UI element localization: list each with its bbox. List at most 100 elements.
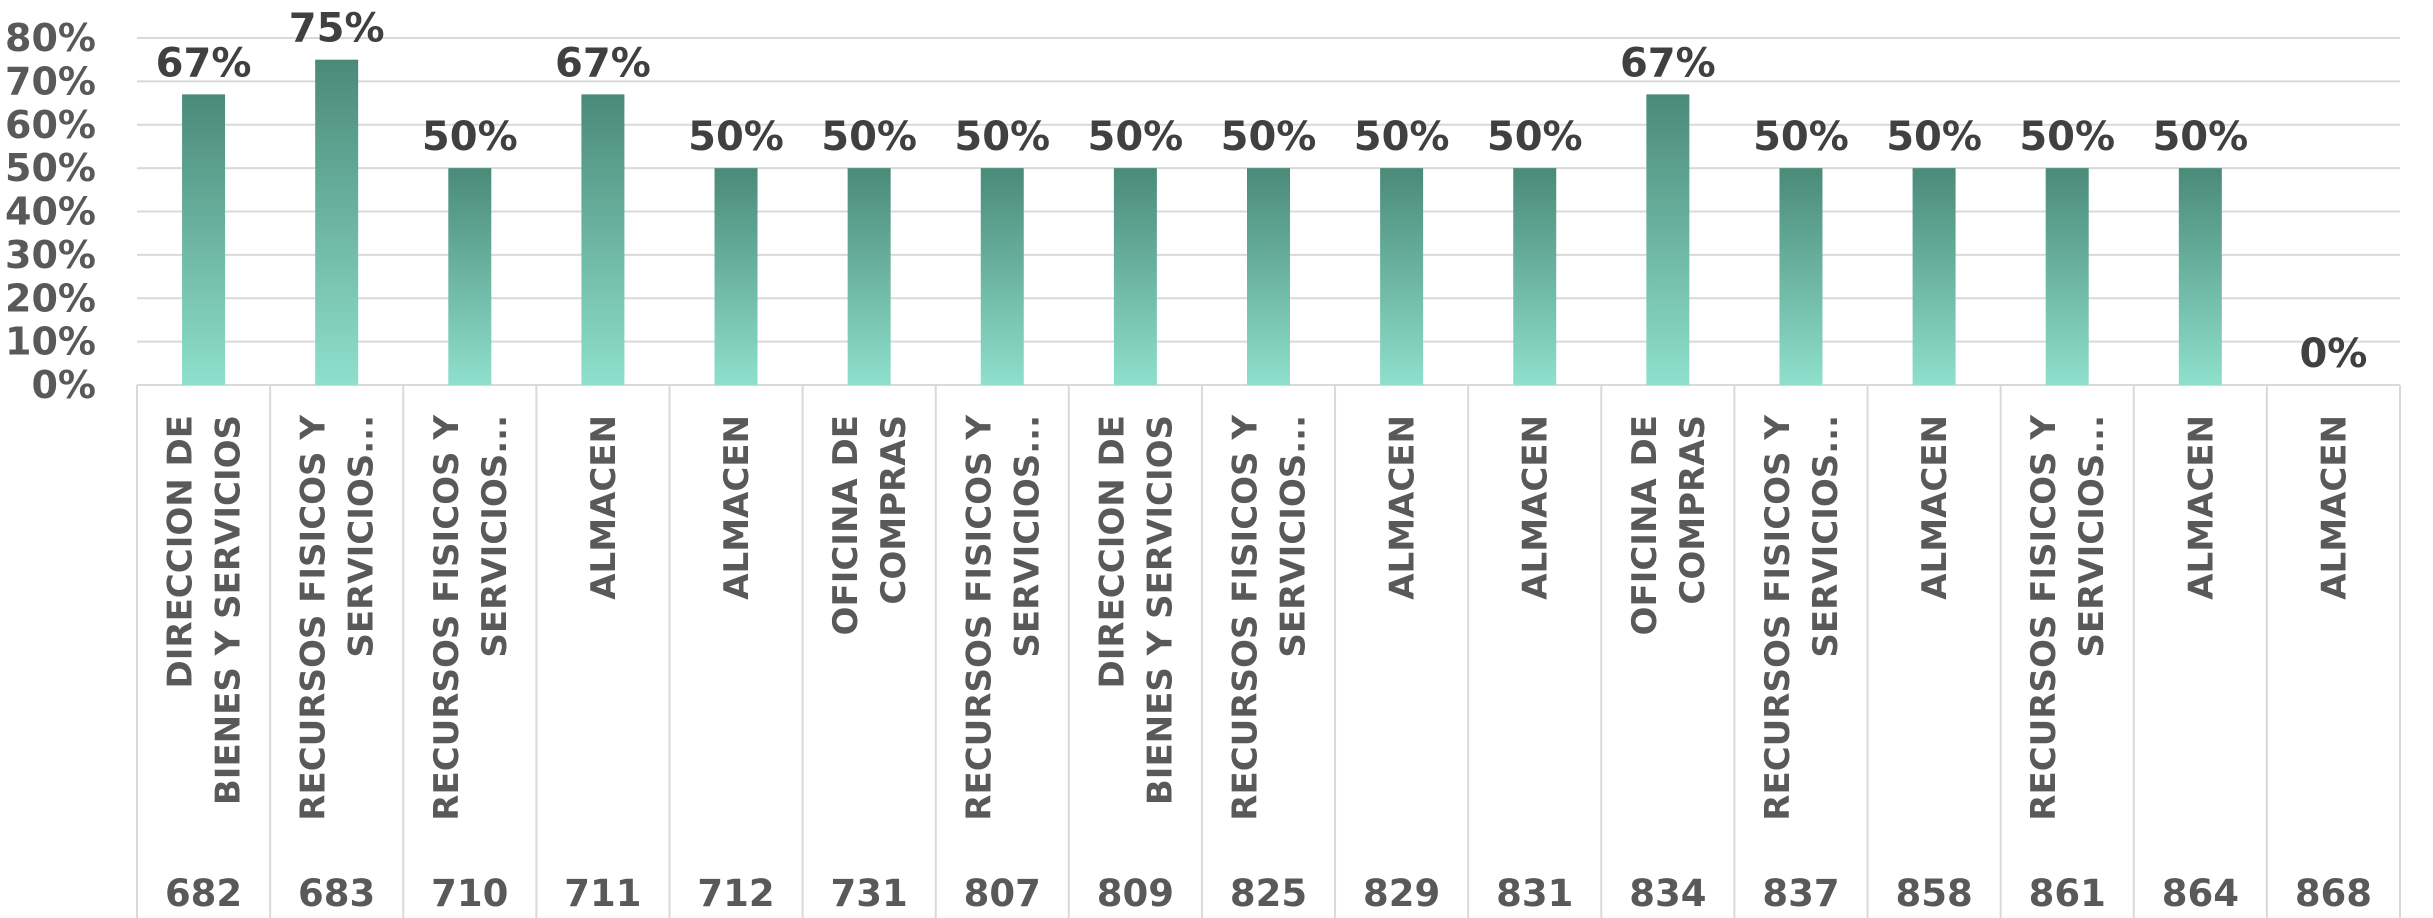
y-tick-label: 70% <box>5 59 96 103</box>
category-code: 712 <box>697 872 774 915</box>
category-name-line: SERVICIOS... <box>1806 415 1846 658</box>
category-name: ALMACEN <box>1915 415 1955 600</box>
y-axis-ticks: 0%10%20%30%40%50%60%70%80% <box>5 16 96 407</box>
category-name-line: OFICINA DE <box>826 415 866 635</box>
category-name-line: RECURSOS FISICOS Y <box>2024 415 2064 821</box>
category-axis: DIRECCION DE BIENES Y SERVICIOS682RECURSO… <box>136 385 2401 918</box>
category-name: RECURSOS FISICOS Y SERVICIOS... <box>2024 415 2112 821</box>
bar <box>1113 168 1157 385</box>
bar <box>847 168 891 385</box>
category-name: OFICINA DE COMPRAS <box>826 415 914 635</box>
y-tick-label: 0% <box>31 363 96 407</box>
category-code: 825 <box>1230 872 1307 915</box>
category-code: 831 <box>1496 872 1573 915</box>
category-name: ALMACEN <box>1516 415 1556 600</box>
y-tick-label: 20% <box>5 276 96 320</box>
bar <box>448 168 492 385</box>
category-code: 858 <box>1895 872 1972 915</box>
y-tick-label: 40% <box>5 190 96 234</box>
data-label: 50% <box>2019 114 2115 160</box>
data-label: 50% <box>1088 114 1184 160</box>
data-label: 50% <box>422 114 518 160</box>
bar <box>182 94 226 385</box>
category-name-line: BIENES Y SERVICIOS <box>209 415 249 805</box>
category-code: 683 <box>298 872 375 915</box>
data-label: 75% <box>289 6 385 52</box>
data-label: 50% <box>1221 114 1317 160</box>
bar <box>1247 168 1290 385</box>
category-name-line: ALMACEN <box>717 415 757 600</box>
category-name: RECURSOS FISICOS Y SERVICIOS... <box>427 415 515 821</box>
bar <box>1646 94 1690 385</box>
y-tick-label: 10% <box>5 320 96 364</box>
data-label: 50% <box>1753 114 1849 160</box>
category-code: 861 <box>2029 872 2106 915</box>
data-label: 50% <box>688 114 784 160</box>
category-code: 807 <box>964 872 1041 915</box>
category-name: RECURSOS FISICOS Y SERVICIOS... <box>294 415 382 821</box>
category-name-line: ALMACEN <box>1383 415 1423 600</box>
category-name: ALMACEN <box>2314 415 2354 600</box>
bar <box>714 168 758 385</box>
category-name: RECURSOS FISICOS Y SERVICIOS... <box>1758 415 1846 821</box>
bar <box>2045 168 2089 385</box>
category-name-line: SERVICIOS... <box>1274 415 1314 658</box>
category-name-line: SERVICIOS... <box>342 415 382 658</box>
bars <box>182 59 2222 385</box>
category-name-line: RECURSOS FISICOS Y <box>1758 415 1798 821</box>
y-tick-label: 60% <box>5 103 96 147</box>
category-code: 710 <box>431 872 508 915</box>
category-name-line: RECURSOS FISICOS Y <box>1226 415 1266 821</box>
data-label: 67% <box>156 40 252 86</box>
category-name-line: RECURSOS FISICOS Y <box>427 415 467 821</box>
bar <box>980 168 1024 385</box>
category-name: OFICINA DE COMPRAS <box>1625 415 1713 635</box>
bar <box>1779 168 1823 385</box>
category-name-line: COMPRAS <box>1673 415 1713 605</box>
category-name: ALMACEN <box>717 415 757 600</box>
category-name-line: ALMACEN <box>1915 415 1955 600</box>
category-name-line: SERVICIOS... <box>475 415 515 658</box>
data-label: 50% <box>1886 114 1982 160</box>
category-code: 731 <box>831 872 908 915</box>
category-code: 868 <box>2295 872 2372 915</box>
category-name: DIRECCION DE BIENES Y SERVICIOS <box>1092 415 1180 805</box>
category-code: 809 <box>1097 872 1174 915</box>
category-name-line: ALMACEN <box>1516 415 1556 600</box>
data-label: 50% <box>1487 114 1583 160</box>
bar <box>2178 168 2222 385</box>
category-code: 837 <box>1762 872 1839 915</box>
data-label: 0% <box>2299 331 2367 377</box>
y-tick-label: 80% <box>5 16 96 60</box>
category-name-line: ALMACEN <box>2181 415 2221 600</box>
category-code: 711 <box>564 872 641 915</box>
data-label: 50% <box>954 114 1050 160</box>
data-label: 50% <box>1354 114 1450 160</box>
category-name: DIRECCION DE BIENES Y SERVICIOS <box>161 415 249 805</box>
category-name-line: BIENES Y SERVICIOS <box>1140 415 1180 805</box>
category-name: RECURSOS FISICOS Y SERVICIOS... <box>959 415 1047 821</box>
category-code: 682 <box>165 872 242 915</box>
bar <box>315 59 359 385</box>
category-name: RECURSOS FISICOS Y SERVICIOS... <box>1226 415 1314 821</box>
category-name-line: OFICINA DE <box>1625 415 1665 635</box>
data-label: 67% <box>1620 40 1716 86</box>
data-label: 50% <box>821 114 917 160</box>
data-label: 50% <box>2152 114 2248 160</box>
y-tick-label: 30% <box>5 233 96 277</box>
bar <box>581 94 625 385</box>
data-labels: 67% 75% 50% 67% 50% 50% 50% 50% 50% 50% 50% 67% 50% 5… <box>156 6 2368 377</box>
category-name-line: SERVICIOS... <box>1007 415 1047 658</box>
bar <box>1513 168 1557 385</box>
category-code: 834 <box>1629 872 1706 915</box>
category-name-line: COMPRAS <box>874 415 914 605</box>
category-code: 864 <box>2162 872 2239 915</box>
category-name-line: ALMACEN <box>584 415 624 600</box>
category-name-line: RECURSOS FISICOS Y <box>959 415 999 821</box>
category-name: ALMACEN <box>584 415 624 600</box>
category-name-line: DIRECCION DE <box>161 415 201 688</box>
bar <box>1380 168 1424 385</box>
category-code: 829 <box>1363 872 1440 915</box>
category-name-line: DIRECCION DE <box>1092 415 1132 688</box>
